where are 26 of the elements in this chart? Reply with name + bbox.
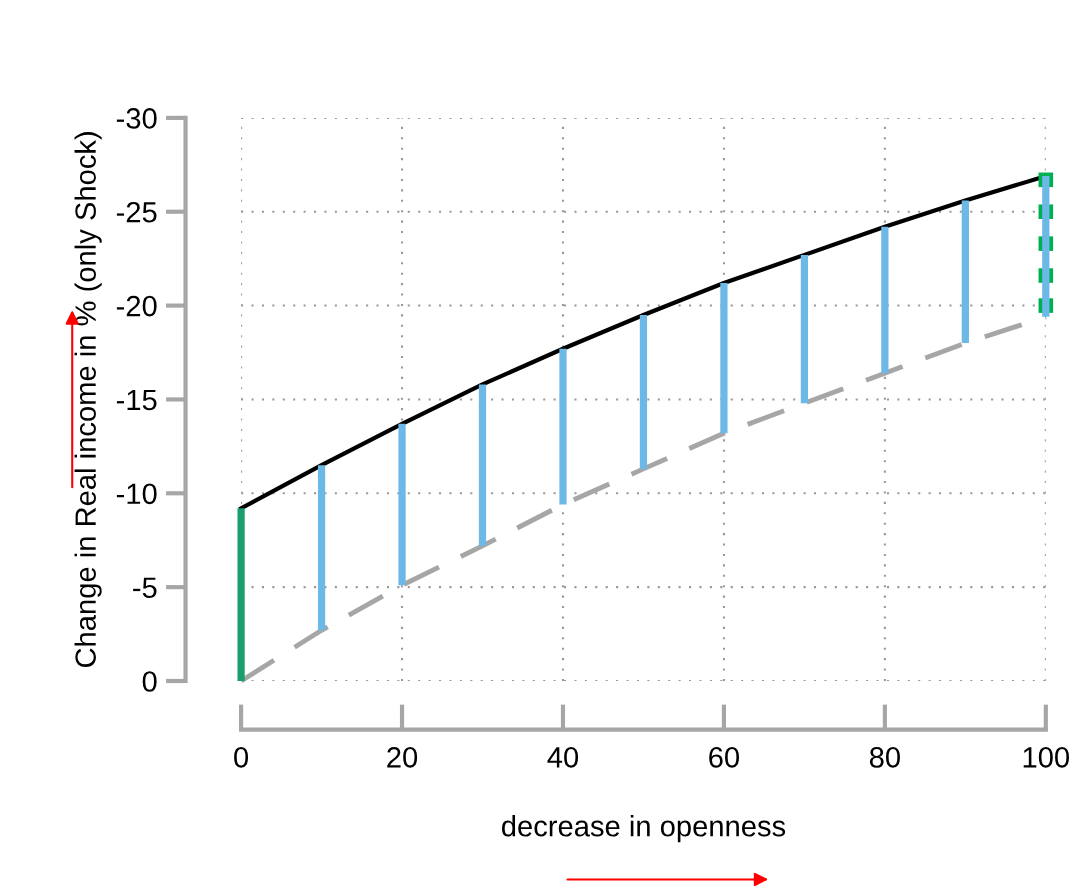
y-tick-label: -20 (116, 295, 157, 317)
bar (881, 226, 889, 374)
x-tick-label: 80 (869, 747, 900, 768)
x-tick-label: 60 (709, 747, 740, 768)
x-tick-label: 0 (234, 747, 249, 768)
y-tick-label: -10 (116, 483, 157, 505)
y-tick-label: -25 (116, 201, 157, 223)
bar (1042, 176, 1050, 317)
y-tick-label: -15 (116, 389, 157, 411)
bar (639, 314, 648, 469)
x-tick-label: 20 (387, 747, 418, 768)
bar (559, 348, 567, 505)
bar (398, 423, 406, 586)
bar (478, 384, 487, 546)
bar (237, 508, 245, 681)
y-axis-title: Change in Real income in % (only Shock) (74, 132, 102, 668)
x-axis-title: decrease in openness (502, 815, 786, 843)
bar (317, 465, 326, 631)
y-tick-label: -5 (133, 577, 157, 598)
bar (800, 254, 809, 404)
x-tick-label: 100 (1023, 747, 1070, 768)
bar (720, 283, 728, 434)
bar (961, 200, 969, 344)
y-tick-label: 0 (142, 671, 157, 692)
y-tick-label: -30 (116, 108, 157, 129)
x-tick-label: 40 (547, 747, 579, 768)
